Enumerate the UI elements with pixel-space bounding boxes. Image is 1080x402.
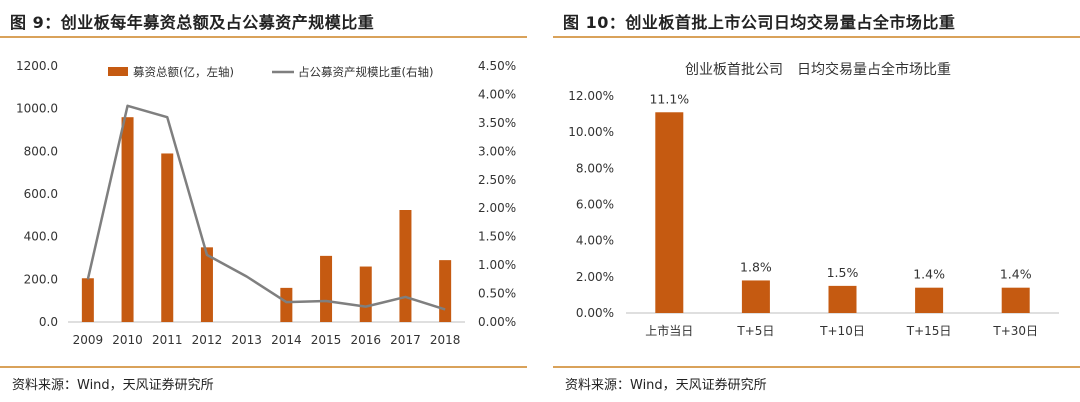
right-y-tick-label: 0.50%: [478, 287, 516, 301]
right-figure-panel: 图 10：创业板首批上市公司日均交易量占全市场比重 创业板首批公司 日均交易量占…: [553, 0, 1080, 402]
bar-fundraising-2016: [359, 266, 372, 322]
right-figure-title: 图 10：创业板首批上市公司日均交易量占全市场比重: [563, 13, 956, 32]
x-category-label: 2014: [271, 333, 302, 347]
right-y-tick-label: 2.50%: [478, 173, 516, 187]
right-top-rule: [553, 36, 1080, 38]
bar-fundraising-2011: [161, 153, 174, 322]
left-y-tick-label: 800.0: [24, 144, 58, 158]
right-y-tick-label: 1.50%: [478, 230, 516, 244]
y-tick-label: 4.00%: [576, 234, 614, 248]
bar-T+10日: [828, 285, 857, 313]
bar-fundraising-2017: [399, 210, 412, 322]
left-y-tick-label: 0.0: [39, 315, 58, 329]
right-bottom-rule: [553, 366, 1080, 368]
left-y-tick-label: 200.0: [24, 272, 58, 286]
bar-fundraising-2012: [200, 247, 213, 322]
bar-data-label: 1.5%: [827, 265, 859, 280]
left-top-rule: [0, 36, 527, 38]
x-category-label: 上市当日: [645, 323, 693, 338]
x-category-label: 2017: [390, 333, 421, 347]
bar-data-label: 1.4%: [1000, 267, 1032, 282]
bar-fundraising-2015: [320, 255, 333, 322]
bar-上市当日: [655, 112, 684, 314]
y-tick-label: 12.00%: [568, 89, 614, 103]
right-y-tick-label: 0.00%: [478, 315, 516, 329]
bar-T+5日: [741, 280, 770, 313]
y-tick-label: 10.00%: [568, 125, 614, 139]
left-y-tick-label: 1200.0: [16, 59, 58, 73]
bar-fundraising-2009: [81, 278, 94, 322]
bar-T+30日: [1001, 287, 1030, 313]
x-category-label: 2013: [231, 333, 262, 347]
legend-bar-label: 募资总额(亿，左轴): [133, 65, 234, 79]
bar-fundraising-2010: [121, 117, 134, 322]
y-tick-label: 8.00%: [576, 161, 614, 175]
share-line: [86, 104, 446, 311]
y-tick-label: 0.00%: [576, 306, 614, 320]
right-y-tick-label: 2.00%: [478, 201, 516, 215]
bar-fundraising-2014: [280, 287, 293, 322]
y-tick-label: 6.00%: [576, 198, 614, 212]
left-y-tick-label: 600.0: [24, 187, 58, 201]
left-y-tick-label: 400.0: [24, 230, 58, 244]
bar-T+15日: [915, 287, 944, 313]
x-category-label: T+30日: [992, 324, 1038, 338]
x-category-label: 2010: [112, 333, 143, 347]
right-y-tick-label: 4.50%: [478, 59, 516, 73]
right-source-note: 资料来源：Wind，天风证券研究所: [565, 378, 767, 393]
right-y-tick-label: 4.00%: [478, 87, 516, 101]
left-bottom-rule: [0, 366, 527, 368]
bar-data-label: 1.8%: [740, 259, 772, 274]
legend-line-label: 占公募资产规模比重(右轴): [298, 65, 433, 79]
x-category-label: T+10日: [819, 324, 865, 338]
x-category-label: 2016: [350, 333, 381, 347]
x-category-label: T+5日: [736, 324, 774, 338]
bar-fundraising-2018: [439, 260, 452, 322]
left-combo-chart: 0.0 200.0 400.0 600.0 800.0 1000.0 1200.0 0.00%…: [16, 59, 516, 347]
legend-bar-swatch: [108, 67, 128, 76]
right-y-tick-label: 3.00%: [478, 144, 516, 158]
x-category-label: 2012: [192, 333, 223, 347]
bar-data-label: 11.1%: [649, 91, 689, 106]
bar-data-label: 1.4%: [913, 267, 945, 282]
x-category-label: 2015: [311, 333, 342, 347]
x-category-label: 2018: [430, 333, 461, 347]
y-tick-label: 2.00%: [576, 270, 614, 284]
x-category-label: T+15日: [906, 324, 952, 338]
x-category-label: 2011: [152, 333, 183, 347]
right-y-tick-label: 3.50%: [478, 116, 516, 130]
left-y-tick-label: 1000.0: [16, 102, 58, 116]
right-chart-title: 创业板首批公司 日均交易量占全市场比重: [685, 61, 951, 78]
left-figure-panel: 图 9：创业板每年募资总额及占公募资产规模比重 0.0 200.0 400.0 600…: [0, 0, 527, 402]
x-category-label: 2009: [73, 333, 104, 347]
left-source-note: 资料来源：Wind，天风证券研究所: [12, 378, 214, 393]
left-figure-title: 图 9：创业板每年募资总额及占公募资产规模比重: [10, 13, 375, 32]
right-y-tick-label: 1.00%: [478, 258, 516, 272]
right-bar-chart: 创业板首批公司 日均交易量占全市场比重 0.00% 2.00% 4.00% 6.00% 8…: [568, 61, 1059, 338]
